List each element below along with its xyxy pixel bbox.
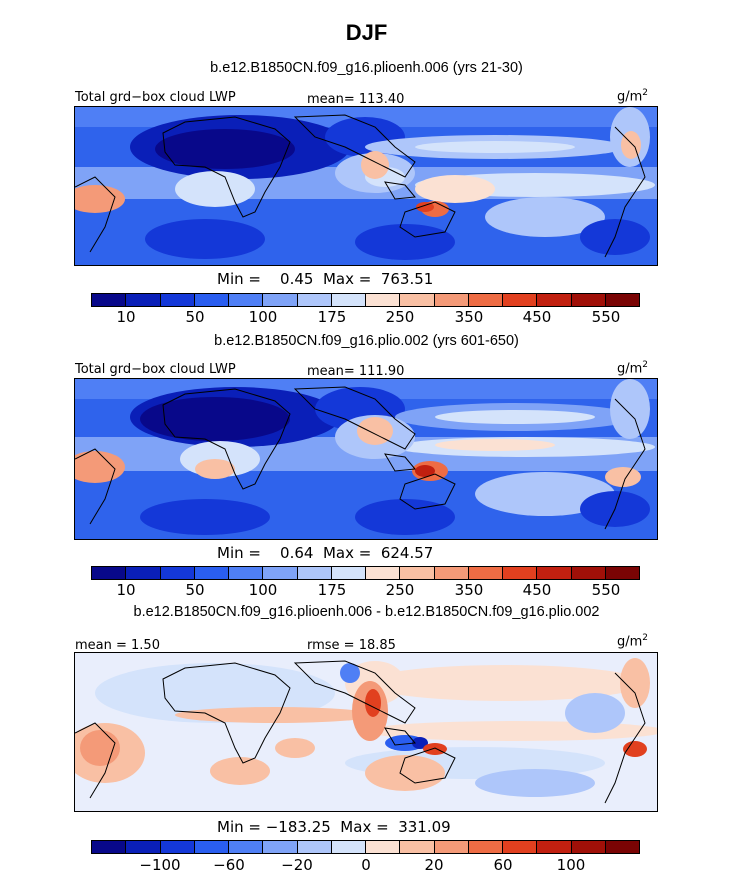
panel1-cbar-swatch — [229, 294, 264, 306]
panel3-colorbar — [91, 840, 640, 854]
panel1-tick: 450 — [522, 308, 552, 326]
panel2-tick: 450 — [522, 581, 552, 599]
panel2-tick: 550 — [591, 581, 621, 599]
panel1-cbar-swatch — [503, 294, 538, 306]
panel2-cbar-swatch — [400, 567, 435, 579]
panel3-tick: 20 — [424, 856, 444, 874]
panel1-cbar-swatch — [605, 294, 639, 306]
panel1-cbar-swatch — [434, 294, 469, 306]
panel2-colorbar — [91, 566, 640, 580]
panel3-rmse-label: rmse = 18.85 — [307, 638, 396, 653]
panel1-map — [74, 106, 658, 266]
panel3-cbar-swatch — [434, 841, 469, 853]
panel2-tick: 350 — [454, 581, 484, 599]
panel1-tick: 250 — [385, 308, 415, 326]
panel1-cbar-swatch — [92, 294, 127, 306]
panel1-cbar-swatch — [366, 294, 401, 306]
figure-title: DJF — [345, 20, 388, 45]
panel2-left-label: Total grd−box cloud LWP — [75, 362, 236, 377]
panel2-cbar-swatch — [434, 567, 469, 579]
panel3-tick: −20 — [281, 856, 313, 874]
panel3-map — [74, 652, 658, 812]
panel1-field — [75, 107, 657, 265]
panel3-tick: −100 — [139, 856, 181, 874]
panel3-cbar-swatch — [194, 841, 229, 853]
panel3-cbar-swatch — [297, 841, 332, 853]
panel2-case-title: b.e12.B1850CN.f09_g16.plio.002 (yrs 601-… — [214, 333, 519, 349]
panel1-cbar-swatch — [263, 294, 298, 306]
panel2-cbar-swatch — [194, 567, 229, 579]
panel2-mean-label: mean= 111.90 — [307, 364, 405, 379]
panel2-cbar-swatch — [126, 567, 161, 579]
panel1-tick: 550 — [591, 308, 621, 326]
panel2-cbar-swatch — [160, 567, 195, 579]
panel1-cbar-swatch — [194, 294, 229, 306]
panel1-cbar-swatch — [400, 294, 435, 306]
panel2-cbar-swatch — [331, 567, 366, 579]
panel3-units: g/m2 — [617, 633, 649, 650]
panel3-cbar-swatch — [229, 841, 264, 853]
panel3-cbar-swatch — [400, 841, 435, 853]
panel1-cbar-swatch — [160, 294, 195, 306]
panel3-cbar-swatch — [571, 841, 606, 853]
panel1-cbar-swatch — [571, 294, 606, 306]
panel3-minmax: Min = −183.25 Max = 331.09 — [217, 818, 451, 836]
panel3-tick: 0 — [361, 856, 371, 874]
panel3-tick: 60 — [493, 856, 513, 874]
panel2-tick: 100 — [248, 581, 278, 599]
panel1-cbar-swatch — [468, 294, 503, 306]
panel3-cbar-swatch — [331, 841, 366, 853]
panel3-case-title: b.e12.B1850CN.f09_g16.plioenh.006 - b.e1… — [133, 604, 600, 620]
panel3-tick: 100 — [556, 856, 586, 874]
panel1-tick: 350 — [454, 308, 484, 326]
panel2-tick: 10 — [116, 581, 136, 599]
panel3-mean-label: mean = 1.50 — [75, 638, 160, 653]
panel3-cbar-swatch — [160, 841, 195, 853]
panel1-mean-label: mean= 113.40 — [307, 92, 405, 107]
panel2-field — [75, 379, 657, 539]
panel3-cbar-swatch — [537, 841, 572, 853]
panel2-cbar-swatch — [92, 567, 127, 579]
panel3-cbar-swatch — [503, 841, 538, 853]
panel3-tick: −60 — [213, 856, 245, 874]
panel3-field — [75, 653, 657, 811]
panel1-tick: 50 — [185, 308, 205, 326]
panel2-tick: 175 — [317, 581, 347, 599]
panel2-cbar-swatch — [605, 567, 639, 579]
panel3-cbar-swatch — [126, 841, 161, 853]
panel1-colorbar — [91, 293, 640, 307]
panel2-cbar-swatch — [263, 567, 298, 579]
panel2-cbar-swatch — [229, 567, 264, 579]
panel1-tick: 175 — [317, 308, 347, 326]
panel2-minmax: Min = 0.64 Max = 624.57 — [217, 544, 434, 562]
panel3-cbar-swatch — [605, 841, 639, 853]
panel2-cbar-swatch — [366, 567, 401, 579]
panel1-left-label: Total grd−box cloud LWP — [75, 90, 236, 105]
panel2-cbar-swatch — [503, 567, 538, 579]
panel3-cbar-swatch — [263, 841, 298, 853]
panel2-cbar-swatch — [537, 567, 572, 579]
panel1-minmax: Min = 0.45 Max = 763.51 — [217, 270, 434, 288]
panel2-tick: 50 — [185, 581, 205, 599]
panel1-cbar-swatch — [537, 294, 572, 306]
panel1-cbar-swatch — [126, 294, 161, 306]
panel2-cbar-swatch — [468, 567, 503, 579]
panel1-tick: 10 — [116, 308, 136, 326]
panel1-tick: 100 — [248, 308, 278, 326]
panel1-cbar-swatch — [331, 294, 366, 306]
panel2-cbar-swatch — [571, 567, 606, 579]
panel3-cbar-swatch — [468, 841, 503, 853]
panel3-cbar-swatch — [366, 841, 401, 853]
panel1-cbar-swatch — [297, 294, 332, 306]
panel1-units: g/m2 — [617, 88, 649, 105]
panel3-cbar-swatch — [92, 841, 127, 853]
panel2-units: g/m2 — [617, 360, 649, 377]
panel2-cbar-swatch — [297, 567, 332, 579]
panel1-case-title: b.e12.B1850CN.f09_g16.plioenh.006 (yrs 2… — [210, 60, 523, 76]
panel2-map — [74, 378, 658, 540]
panel2-tick: 250 — [385, 581, 415, 599]
